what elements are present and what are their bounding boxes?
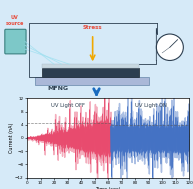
- Text: MFNG: MFNG: [47, 86, 69, 91]
- Text: UV Light ON: UV Light ON: [135, 103, 167, 108]
- Circle shape: [156, 34, 183, 60]
- Text: UV Light OFF: UV Light OFF: [51, 103, 85, 108]
- Polygon shape: [42, 64, 139, 68]
- Text: UV
source: UV source: [5, 15, 24, 26]
- Text: Stress: Stress: [83, 25, 102, 30]
- Polygon shape: [35, 77, 149, 85]
- FancyBboxPatch shape: [5, 29, 26, 54]
- Polygon shape: [42, 68, 139, 77]
- X-axis label: Time (sec): Time (sec): [95, 187, 121, 189]
- Y-axis label: Current (nA): Current (nA): [8, 123, 14, 153]
